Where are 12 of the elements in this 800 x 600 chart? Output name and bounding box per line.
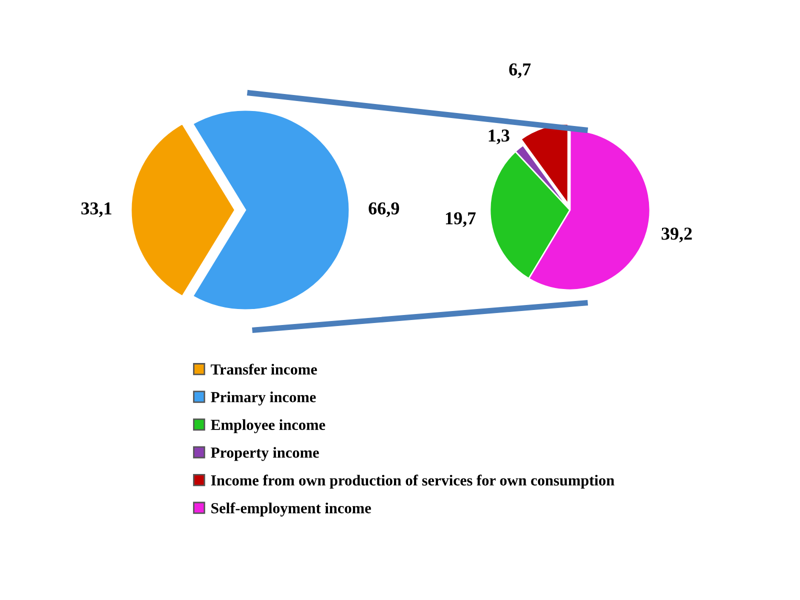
data-label: 19,7	[446, 212, 476, 227]
data-label: 39,2	[662, 228, 692, 242]
legend-label: Self-employment income	[211, 502, 371, 516]
data-label: 6,7	[509, 63, 531, 78]
legend-label: Income from own production of services for own consumption	[211, 474, 614, 489]
legend-label: Property income	[210, 447, 319, 461]
legend-label: Employee income	[210, 419, 326, 434]
data-label: 1,3	[488, 130, 510, 144]
data-label: 33,1	[81, 202, 112, 218]
legend-label: Primary income	[210, 392, 316, 406]
data-label: 66,9	[368, 202, 400, 218]
legend-label: Transfer income	[210, 364, 317, 375]
